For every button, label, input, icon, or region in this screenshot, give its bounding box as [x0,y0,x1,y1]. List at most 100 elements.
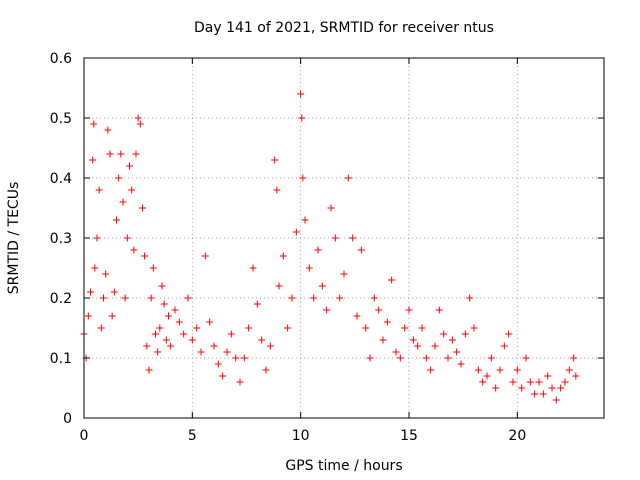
data-point [149,264,157,272]
data-point [147,294,155,302]
data-point [193,324,201,332]
data-point [409,336,417,344]
data-point [121,294,129,302]
data-point [539,390,547,398]
y-tick-label: 0 [63,411,72,427]
data-point [353,312,361,320]
data-point [357,246,365,254]
data-point [143,342,151,350]
data-point [340,270,348,278]
data-point [492,384,500,392]
x-axis-label: GPS time / hours [285,458,402,474]
data-point [298,114,306,122]
x-tick-label: 15 [400,428,418,444]
data-point [379,336,387,344]
data-point [87,288,94,296]
y-tick-label: 0.6 [50,51,72,67]
data-point [288,294,296,302]
y-tick-label: 0.4 [50,171,72,187]
chart-title: Day 141 of 2021, SRMTID for receiver ntu… [194,20,494,36]
data-point [457,360,465,368]
data-point [336,294,344,302]
data-point [102,270,110,278]
data-point [262,366,270,374]
data-point [240,354,248,362]
x-tick-label: 5 [188,428,197,444]
data-point [130,246,138,254]
data-point [201,252,209,260]
data-point [427,366,435,374]
data-point [136,120,144,128]
data-point [418,324,426,332]
data-point [273,186,281,194]
y-tick-label: 0.5 [50,111,72,127]
data-point [97,324,105,332]
data-point [108,312,116,320]
data-point [572,372,580,380]
data-point [414,342,422,350]
data-point [422,354,430,362]
data-point [396,354,404,362]
y-tick-label: 0.1 [50,351,72,367]
data-point [362,324,370,332]
data-point [370,294,378,302]
x-tick-label: 10 [292,428,310,444]
plot-frame [83,57,605,419]
data-point [292,228,300,236]
data-point [171,306,179,314]
data-point [544,372,552,380]
data-point [366,354,374,362]
data-point [139,204,146,212]
data-point [214,360,222,368]
data-point [104,126,112,134]
axes: 0 5 10 15 20 0 0.1 0.2 0.3 0.4 0.5 0.6 [50,51,604,444]
data-point [284,324,292,332]
data-point [279,252,287,260]
data-point [552,396,560,404]
data-point [145,366,153,374]
data-point [100,294,107,302]
data-point [219,372,227,380]
data-point [479,378,487,386]
data-point [431,342,439,350]
data-point [206,318,214,326]
data-point [126,162,133,170]
data-point [223,348,231,356]
data-point [500,342,508,350]
data-point [91,264,99,272]
data-point [483,372,491,380]
data-points [80,90,580,404]
data-point [383,318,391,326]
data-point [331,234,339,242]
data-point [470,324,478,332]
data-point [388,276,396,284]
data-point [115,174,123,182]
data-point [90,120,98,128]
data-point [156,324,164,332]
data-point [236,378,244,386]
data-point [496,366,504,374]
data-point [158,282,166,290]
data-point [301,216,309,224]
data-point [318,282,326,290]
data-point [162,336,170,344]
data-point [258,336,266,344]
data-point [180,330,188,338]
data-point [435,306,443,314]
data-point [461,330,469,338]
data-point [275,282,283,290]
data-point [106,150,114,158]
data-point [392,348,400,356]
x-tick-label: 20 [508,428,526,444]
data-point [305,264,313,272]
data-point [113,216,120,224]
data-point [570,354,578,362]
data-point [535,378,543,386]
data-point [253,300,261,308]
data-point [401,324,409,332]
data-point [557,384,565,392]
data-point [188,336,196,344]
data-point [375,306,383,314]
data-point [93,234,101,242]
